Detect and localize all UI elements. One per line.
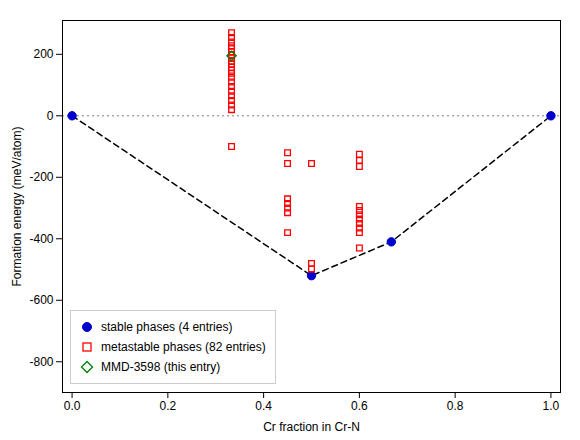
svg-text:0.0: 0.0 xyxy=(64,399,81,413)
html-text:MMD-3598 (this entry): MMD-3598 (this entry) xyxy=(101,360,221,374)
svg-text:1.0: 1.0 xyxy=(543,399,560,413)
svg-text:0.6: 0.6 xyxy=(351,399,368,413)
html-text:metastable phases (82 entries): metastable phases (82 entries) xyxy=(101,340,266,354)
svg-text:-600: -600 xyxy=(29,293,53,307)
svg-text:-800: -800 xyxy=(29,355,53,369)
svg-text:Formation energy (meV/atom): Formation energy (meV/atom) xyxy=(10,126,24,286)
svg-text:-200: -200 xyxy=(29,170,53,184)
svg-text:-400: -400 xyxy=(29,232,53,246)
html-text:stable phases (4 entries): stable phases (4 entries) xyxy=(101,320,233,334)
svg-text:0.2: 0.2 xyxy=(160,399,177,413)
svg-text:Cr fraction in Cr-N: Cr fraction in Cr-N xyxy=(263,420,360,434)
svg-text:0.4: 0.4 xyxy=(255,399,272,413)
svg-text:0: 0 xyxy=(47,109,54,123)
svg-text:200: 200 xyxy=(33,47,53,61)
svg-text:0.8: 0.8 xyxy=(447,399,464,413)
